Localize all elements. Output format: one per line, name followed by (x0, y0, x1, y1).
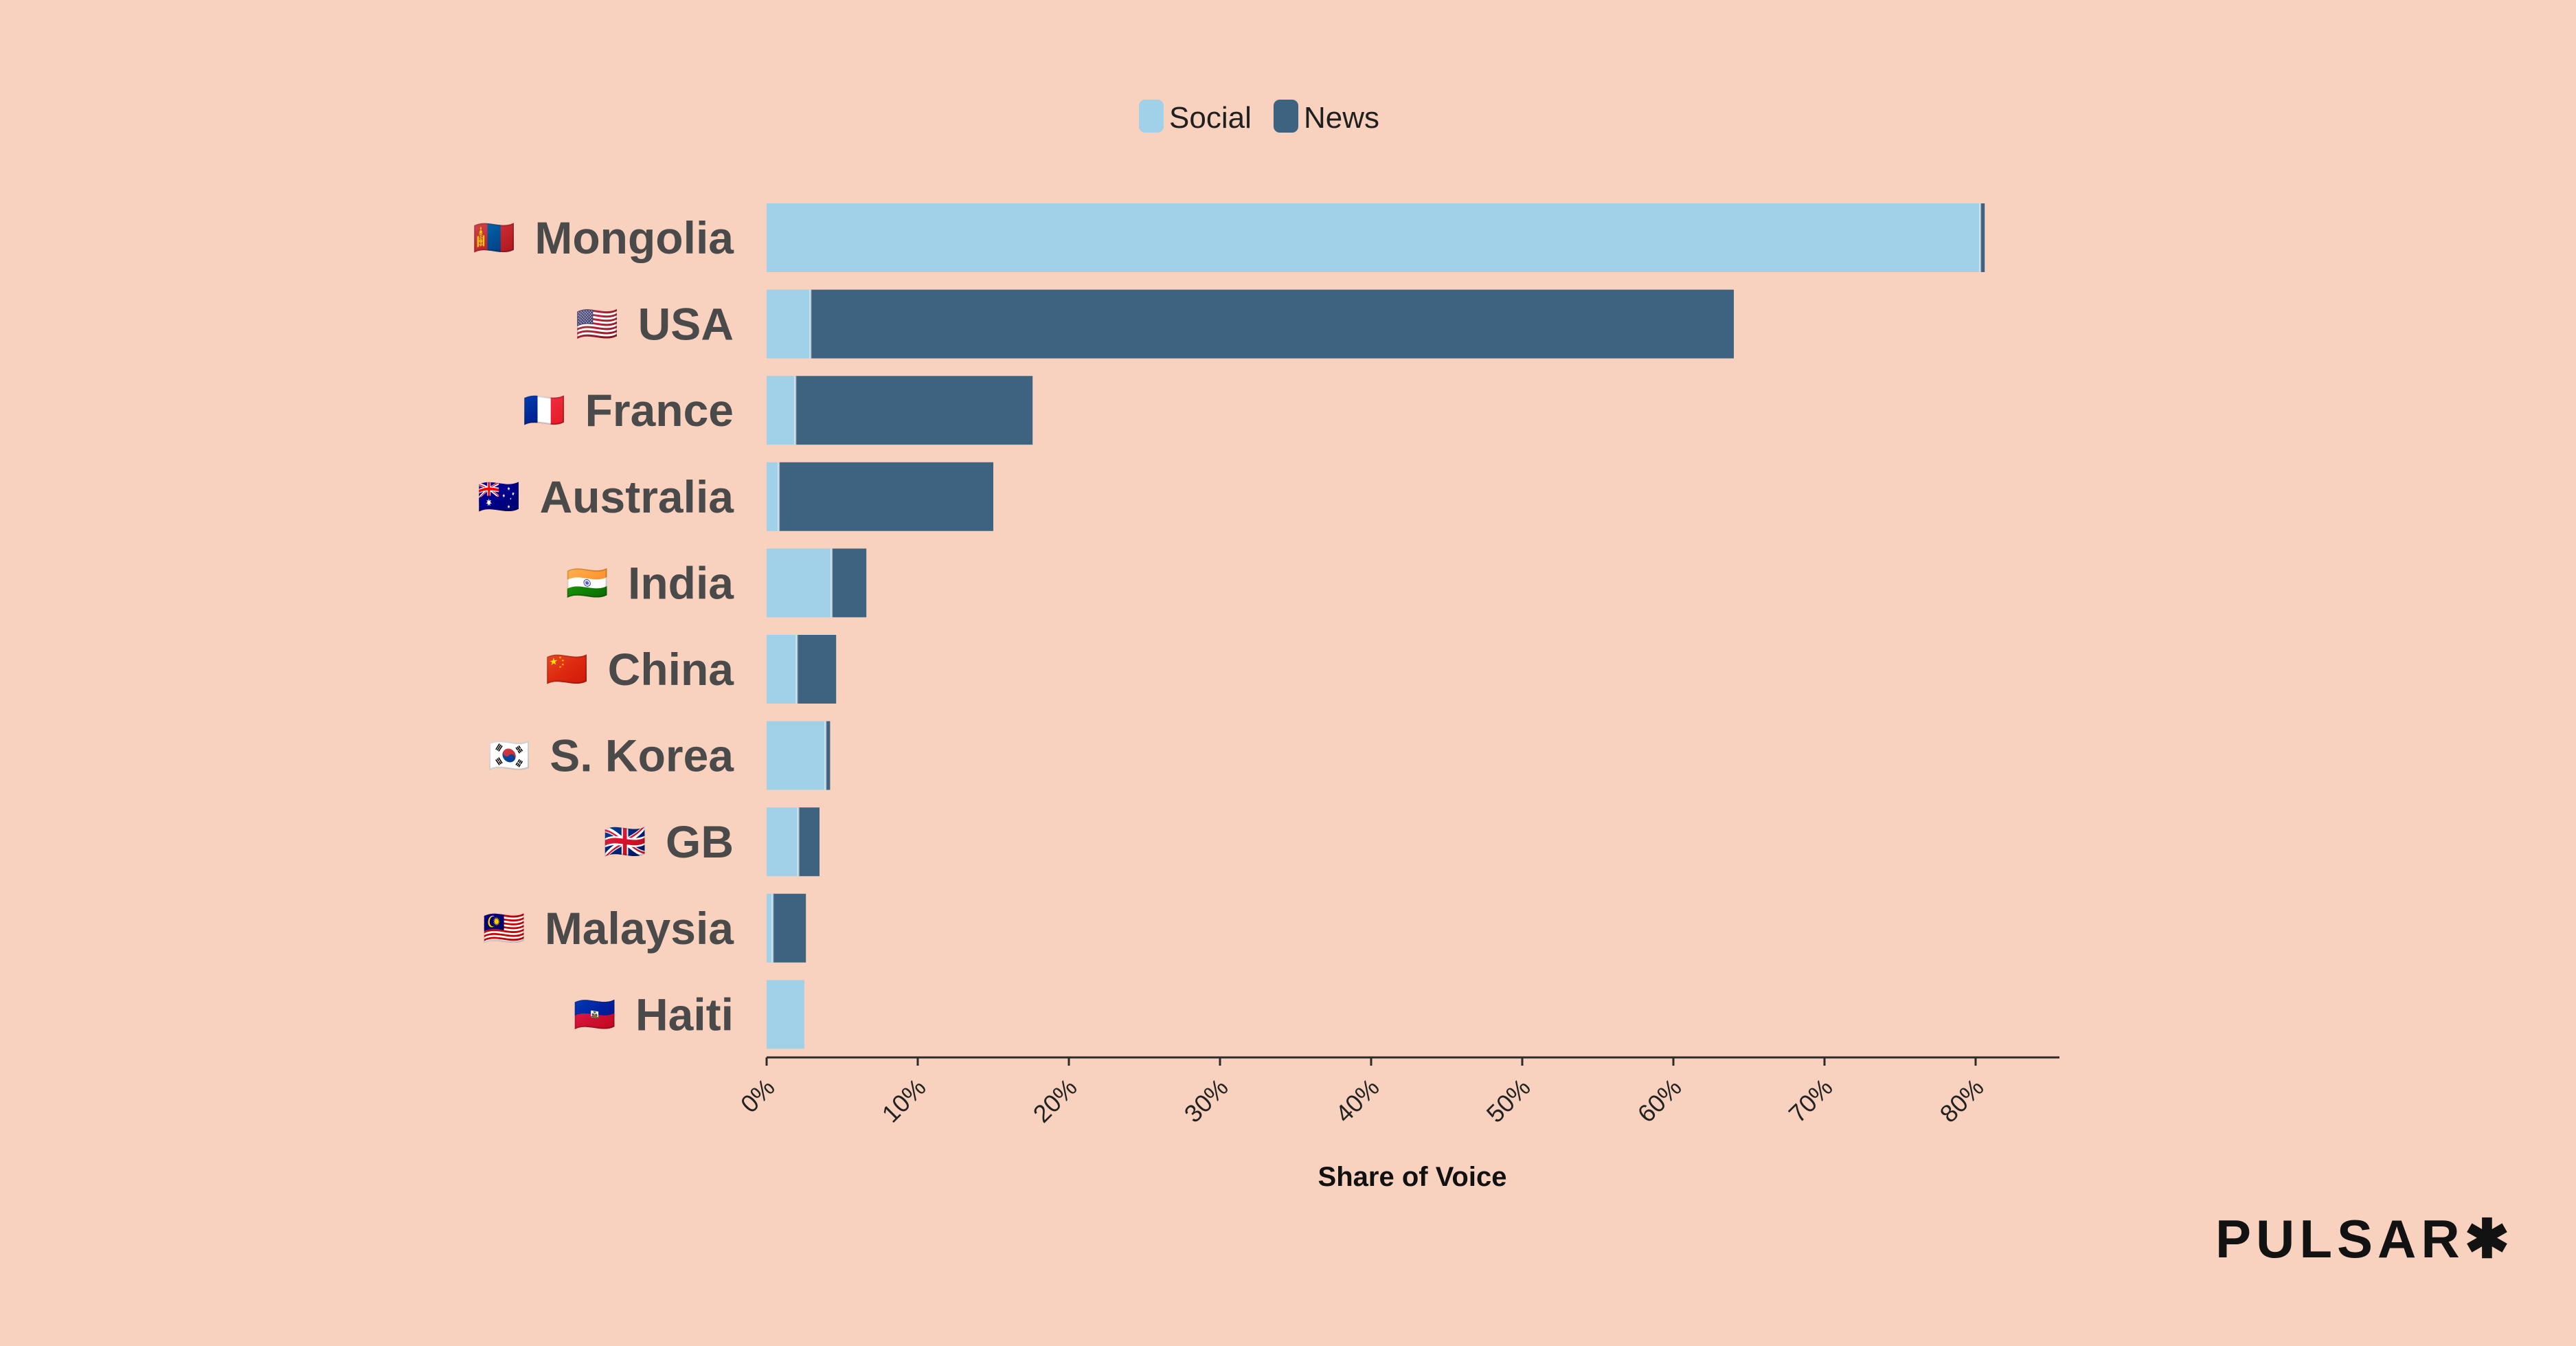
x-tick-label: 50% (1481, 1073, 1536, 1128)
country-label-haiti: Haiti (635, 989, 734, 1040)
legend-label-social: Social (1169, 101, 1252, 135)
bar-divider-mongolia (1979, 203, 1982, 272)
bar-social-france (767, 376, 795, 445)
flag-icon-haiti: 🇭🇹 (574, 994, 616, 1034)
flag-icon-china: 🇨🇳 (545, 649, 588, 689)
legend: Social News (1139, 100, 1379, 135)
bar-news-malaysia (772, 893, 806, 963)
x-tick-label: 70% (1783, 1073, 1838, 1128)
bar-divider-france (794, 376, 797, 445)
bar-row-haiti (767, 980, 804, 1049)
bar-row-china (767, 635, 837, 704)
x-tick-label: 20% (1028, 1073, 1083, 1128)
x-tick-label: 40% (1330, 1073, 1385, 1128)
flag-icon-usa: 🇺🇸 (576, 304, 618, 344)
flag-icon-france: 🇫🇷 (523, 390, 565, 430)
brand-name: PULSAR (2215, 1209, 2465, 1269)
bar-social-australia (767, 462, 779, 531)
legend-swatch-social (1139, 100, 1164, 133)
bar-row-s-korea (767, 721, 831, 790)
bar-row-malaysia (767, 893, 806, 963)
bar-row-france (767, 376, 1033, 445)
bar-row-usa (767, 289, 1734, 359)
bars (767, 203, 1985, 1049)
bar-divider-india (831, 548, 833, 618)
bar-row-mongolia (767, 203, 1985, 272)
brand-logo: PULSAR✱ (2215, 1208, 2514, 1270)
country-label-france: France (585, 385, 734, 436)
bar-social-haiti (767, 980, 804, 1049)
bar-social-usa (767, 289, 811, 359)
bar-news-france (795, 376, 1033, 445)
x-tick-label: 0% (735, 1073, 780, 1119)
country-label-malaysia: Malaysia (545, 903, 734, 954)
bar-news-mongolia (1980, 203, 1985, 272)
bar-social-gb (767, 807, 799, 877)
country-label-china: China (608, 644, 735, 695)
flag-icon-mongolia: 🇲🇳 (473, 218, 515, 258)
flag-icon-gb: 🇬🇧 (604, 822, 646, 862)
country-label-mongolia: Mongolia (534, 212, 734, 263)
bar-news-china (797, 635, 837, 704)
bar-news-usa (810, 289, 1734, 359)
bar-news-s-korea (825, 721, 831, 790)
bar-row-australia (767, 462, 993, 531)
country-label-gb: GB (666, 816, 734, 867)
bar-divider-s-korea (824, 721, 827, 790)
x-axis-title: Share of Voice (1318, 1162, 1507, 1192)
legend-swatch-news (1274, 100, 1298, 133)
bar-row-gb (767, 807, 820, 877)
x-tick-label: 80% (1934, 1073, 1989, 1128)
country-label-australia: Australia (540, 471, 735, 522)
bar-news-australia (778, 462, 993, 531)
flag-icon-australia: 🇦🇺 (477, 477, 520, 517)
bar-divider-usa (809, 289, 812, 359)
bar-social-china (767, 635, 797, 704)
bar-divider-gb (797, 807, 800, 877)
bar-news-gb (798, 807, 820, 877)
x-tick-label: 30% (1179, 1073, 1234, 1128)
x-axis-ticks: 0% 10% 20% 30% 40% 50% 60% 70% 80% (735, 1057, 1989, 1128)
bar-row-india (767, 548, 867, 618)
flag-icon-s-korea: 🇰🇷 (488, 736, 530, 776)
bar-social-s-korea (767, 721, 826, 790)
bar-divider-malaysia (771, 893, 774, 963)
country-label-s-korea: S. Korea (550, 730, 734, 781)
legend-label-news: News (1304, 101, 1379, 135)
flag-icon-malaysia: 🇲🇾 (483, 908, 526, 948)
bar-social-malaysia (767, 893, 773, 963)
x-tick-label: 60% (1632, 1073, 1687, 1128)
country-label-india: India (628, 557, 734, 608)
bar-social-india (767, 548, 832, 618)
country-label-usa: USA (638, 299, 734, 350)
country-labels: Mongolia 🇲🇳 USA 🇺🇸 France 🇫🇷 Australia 🇦🇺 India 🇮… (473, 212, 734, 1040)
bar-divider-china (795, 635, 798, 704)
bar-social-mongolia (767, 203, 1980, 272)
flag-icon-india: 🇮🇳 (566, 563, 609, 603)
x-tick-label: 10% (877, 1073, 931, 1128)
bar-divider-australia (778, 462, 780, 531)
asterisk-icon: ✱ (2464, 1209, 2515, 1269)
bar-news-india (831, 548, 867, 618)
